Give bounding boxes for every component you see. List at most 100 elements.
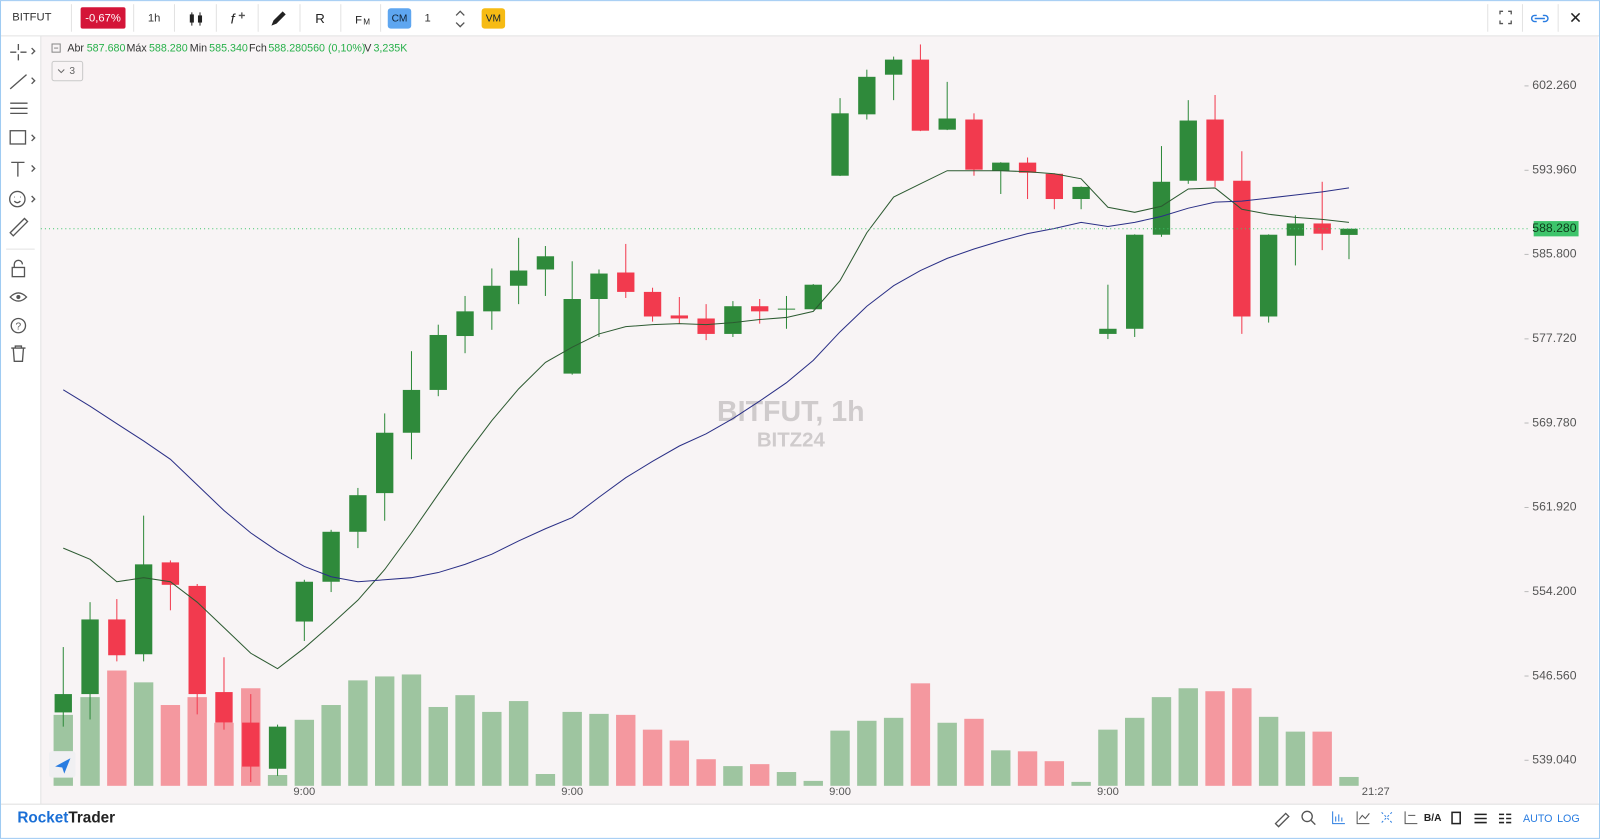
candle-body [1045,173,1064,200]
fullscreen-button[interactable] [1499,10,1512,25]
y-tick-label: 569.780 [1532,415,1576,429]
volume-bar [160,705,181,786]
list-toggle[interactable] [1474,813,1487,824]
volume-bar [1017,751,1038,786]
tool-expanders [31,47,36,203]
draw-button[interactable] [271,11,286,26]
candle-body [349,495,367,532]
help-tool[interactable] [10,317,27,334]
ruler-tool[interactable] [9,217,29,237]
log-scale[interactable]: LOG [1557,813,1580,825]
ruler-button[interactable] [1274,812,1290,828]
volume-bar [964,718,984,786]
candle-body [108,619,126,656]
line-tool[interactable] [9,74,27,90]
close-value: 588.280 [268,42,307,54]
candle-body [1126,234,1144,329]
link-button[interactable] [1530,14,1549,23]
volume-bar [267,774,288,786]
indicator-count: 3 [69,66,75,77]
trades-toggle[interactable] [1498,813,1512,824]
volume-bar [1232,688,1252,786]
auto-scale[interactable]: AUTO [1523,813,1553,825]
candle-body [1072,186,1090,200]
high-label: Máx [127,42,148,54]
lock-shackle [13,259,24,268]
volume-bar [991,750,1011,786]
volume-bar [107,670,127,786]
candle-body [643,291,662,317]
plot-background [40,35,1598,805]
delete-tool[interactable] [11,345,26,362]
bid-ask[interactable]: B/A [1424,813,1442,824]
candle-body [884,59,903,75]
vm-badge[interactable] [481,8,506,29]
close-label: Fch [249,42,267,54]
quantity-spinner[interactable] [455,10,465,28]
candle-body [509,270,528,286]
cm: CM [392,14,408,25]
change: -0,67% [85,12,121,24]
volume-bar [562,711,582,786]
y-tick-label: 561.920 [1532,500,1576,514]
volume-bar [696,759,716,786]
emoji-tool[interactable] [9,190,26,208]
candle-body [268,726,287,769]
volume-toggle[interactable] [1332,811,1345,825]
candle-body [536,256,555,270]
fm-button[interactable]: F [355,14,362,26]
volume-bar [1044,761,1065,786]
candle-body [1233,180,1251,317]
candle-body [1340,228,1358,235]
close-button[interactable] [1570,12,1581,23]
volume-bar [937,722,957,786]
volume-bar [1339,776,1359,786]
candle-body [1018,162,1037,173]
zoom-button[interactable] [1301,810,1313,823]
candle-body [54,694,72,713]
navigate-icon [55,758,71,774]
candle-body [1206,119,1224,181]
candle-body [215,692,233,723]
open-value: 587.680 [87,42,126,54]
zoom-handle [1310,820,1316,826]
legend-collapse[interactable] [51,43,61,53]
candle-body [831,113,849,176]
lines-tool[interactable] [10,102,28,115]
volume-bar [616,714,636,786]
symbol[interactable]: BITFUT [12,11,51,23]
lock-tool[interactable] [11,266,26,278]
volume-bar [803,780,823,786]
y-tick-label: 593.960 [1532,163,1576,177]
crosshair-tool[interactable] [10,43,27,61]
book-toggle[interactable] [1451,811,1461,825]
candle-body [777,308,796,310]
visibility-tool[interactable] [9,292,28,302]
indicator-dropdown[interactable] [51,60,84,82]
indicators-button[interactable]: f [231,11,237,27]
open-label: Abr [67,42,84,54]
cm-badge[interactable] [387,8,412,29]
candle-body [1179,120,1197,181]
candle-type-button[interactable] [189,12,203,26]
moving-average-line [62,187,1350,583]
level-toggle[interactable] [1404,811,1418,825]
volume-bar [455,695,475,786]
left-toolbar: ? [6,43,36,362]
watermark-subtitle: BITZ24 [757,429,826,451]
shape-tool[interactable] [9,130,27,145]
text-tool[interactable] [11,161,25,177]
volume-bar [1098,729,1118,786]
candle-body [295,581,314,622]
quantity[interactable]: 1 [424,12,430,24]
footer: RocketTrader B/A AUTO LOG [17,810,1580,828]
study-toggle[interactable] [1356,811,1370,825]
candle-body [1259,234,1278,317]
volume-bar [401,674,422,786]
volume-bar [428,706,448,786]
replay-button[interactable]: R [315,11,325,26]
candle-body [590,273,608,300]
timeframe[interactable]: 1h [148,12,160,24]
candle-body [242,722,260,767]
